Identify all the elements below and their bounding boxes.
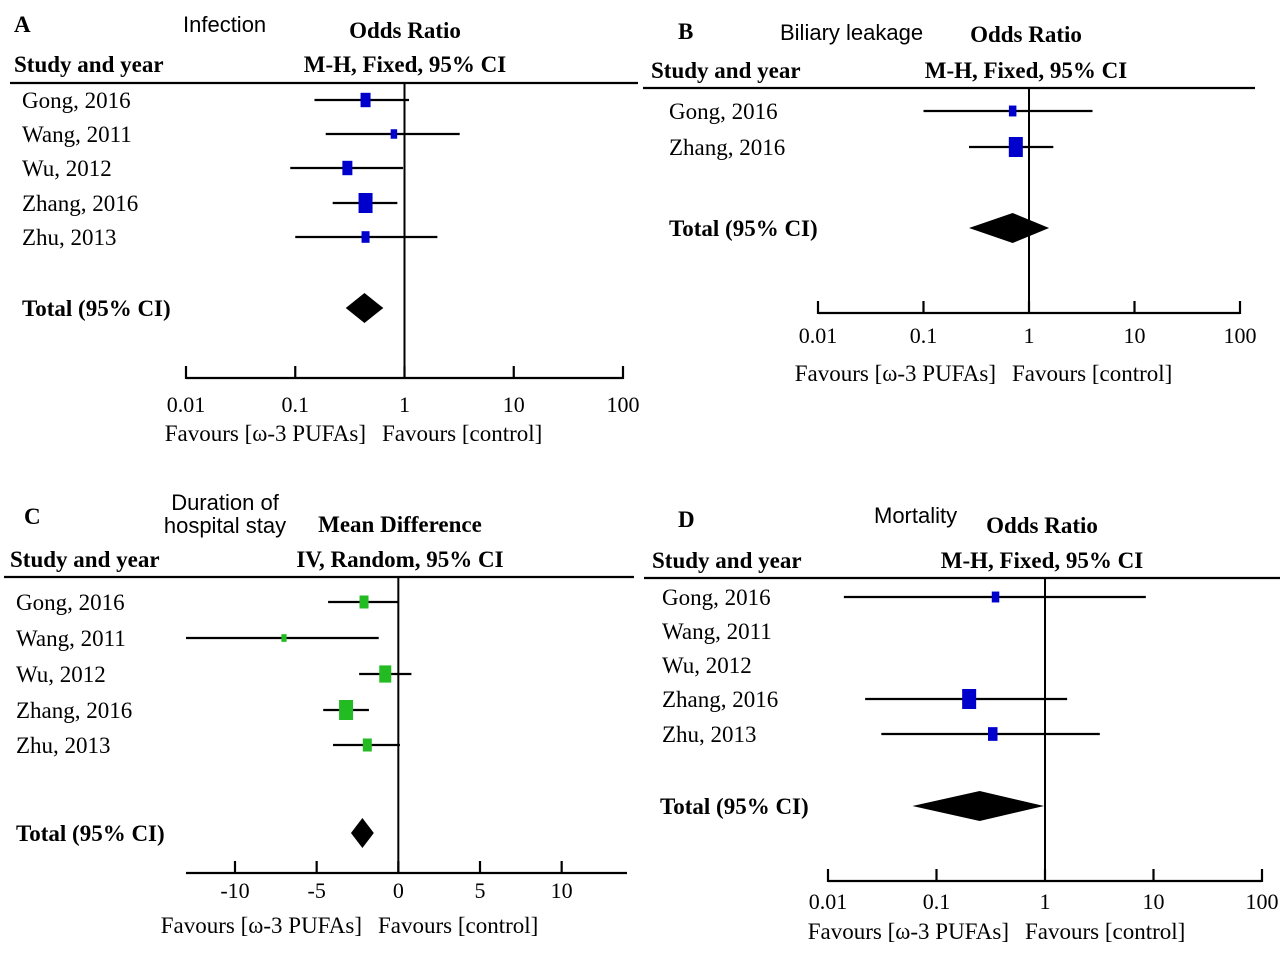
- total-label: Total (95% CI): [16, 821, 165, 846]
- study-column-header: Study and year: [651, 58, 801, 83]
- study-estimate-marker: [359, 595, 369, 609]
- pooled-estimate-diamond: [345, 293, 384, 323]
- x-tick-label: 0.01: [167, 392, 206, 417]
- favours-left-label: Favours [ω-3 PUFAs]: [795, 361, 996, 386]
- study-estimate-marker: [1008, 137, 1023, 157]
- x-tick-label: -5: [308, 878, 326, 903]
- x-tick-label: 100: [1224, 323, 1257, 348]
- study-estimate-marker: [379, 665, 392, 683]
- outcome-title: Biliary leakage: [780, 20, 923, 45]
- panel-label: C: [24, 504, 41, 529]
- effect-measure-heading: Mean Difference: [318, 512, 482, 537]
- pooled-estimate-diamond: [912, 791, 1045, 821]
- study-column-header: Study and year: [652, 548, 802, 573]
- study-label: Gong, 2016: [669, 99, 778, 124]
- forest-panel-a: A Infection Odds Ratio Study and year M-H, F…: [10, 12, 640, 446]
- x-tick-label: 100: [607, 392, 640, 417]
- x-tick-label: 100: [1246, 889, 1279, 914]
- study-estimate-marker: [362, 738, 372, 752]
- study-estimate-marker: [962, 689, 977, 709]
- x-tick-label: 1: [1024, 323, 1035, 348]
- pooled-estimate-diamond: [350, 818, 374, 848]
- study-label: Wu, 2012: [16, 662, 106, 687]
- study-label: Gong, 2016: [22, 88, 131, 113]
- x-tick-label: 0.1: [923, 889, 951, 914]
- study-label: Zhu, 2013: [662, 722, 757, 747]
- study-estimate-marker: [361, 231, 370, 243]
- x-tick-label: -10: [220, 878, 249, 903]
- study-estimate-marker: [991, 591, 1000, 603]
- study-label: Wang, 2011: [662, 619, 772, 644]
- study-label: Zhu, 2013: [22, 225, 117, 250]
- x-tick-label: 1: [399, 392, 410, 417]
- favours-right-label: Favours [control]: [1025, 919, 1185, 944]
- favours-left-label: Favours [ω-3 PUFAs]: [161, 913, 362, 938]
- panel-label: A: [14, 12, 31, 37]
- study-label: Wu, 2012: [22, 156, 112, 181]
- favours-right-label: Favours [control]: [382, 421, 542, 446]
- x-tick-label: 0.01: [799, 323, 838, 348]
- x-tick-label: 0.1: [282, 392, 310, 417]
- study-estimate-marker: [988, 727, 998, 741]
- outcome-title-line: Duration of: [171, 490, 280, 515]
- study-estimate-marker: [339, 700, 354, 720]
- study-estimate-marker: [358, 193, 373, 213]
- study-label: Zhang, 2016: [22, 191, 138, 216]
- study-label: Wang, 2011: [16, 626, 126, 651]
- study-label: Zhu, 2013: [16, 733, 111, 758]
- outcome-title: Infection: [183, 12, 266, 37]
- panel-label: B: [678, 19, 693, 44]
- favours-left-label: Favours [ω-3 PUFAs]: [808, 919, 1009, 944]
- panel-label: D: [678, 507, 695, 532]
- method-heading: IV, Random, 95% CI: [296, 547, 503, 572]
- study-label: Zhang, 2016: [662, 687, 778, 712]
- method-heading: M-H, Fixed, 95% CI: [925, 58, 1128, 83]
- study-label: Gong, 2016: [16, 590, 125, 615]
- study-label: Gong, 2016: [662, 585, 771, 610]
- favours-right-label: Favours [control]: [1012, 361, 1172, 386]
- x-tick-label: 10: [1143, 889, 1165, 914]
- forest-panel-d: D Mortality Odds Ratio Study and year M-H, F…: [644, 503, 1280, 944]
- x-tick-label: 5: [475, 878, 486, 903]
- method-heading: M-H, Fixed, 95% CI: [304, 52, 507, 77]
- x-tick-label: 1: [1040, 889, 1051, 914]
- total-label: Total (95% CI): [22, 296, 171, 321]
- effect-measure-heading: Odds Ratio: [349, 18, 461, 43]
- study-estimate-marker: [281, 634, 287, 642]
- favours-right-label: Favours [control]: [378, 913, 538, 938]
- x-tick-label: 0: [393, 878, 404, 903]
- method-heading: M-H, Fixed, 95% CI: [941, 548, 1144, 573]
- study-estimate-marker: [360, 92, 371, 108]
- study-label: Zhang, 2016: [16, 698, 132, 723]
- study-estimate-marker: [342, 160, 353, 176]
- study-estimate-marker: [1008, 105, 1017, 117]
- effect-measure-heading: Odds Ratio: [986, 513, 1098, 538]
- total-label: Total (95% CI): [660, 794, 809, 819]
- study-estimate-marker: [390, 129, 398, 139]
- study-column-header: Study and year: [10, 547, 160, 572]
- forest-panel-b: B Biliary leakage Odds Ratio Study and year…: [643, 19, 1257, 386]
- x-tick-label: 10: [551, 878, 573, 903]
- study-label: Zhang, 2016: [669, 135, 785, 160]
- outcome-title-line: hospital stay: [164, 513, 286, 538]
- outcome-title: Mortality: [874, 503, 957, 528]
- study-label: Wu, 2012: [662, 653, 752, 678]
- pooled-estimate-diamond: [969, 213, 1050, 243]
- x-tick-label: 0.01: [809, 889, 848, 914]
- effect-measure-heading: Odds Ratio: [970, 22, 1082, 47]
- x-tick-label: 0.1: [910, 323, 938, 348]
- study-label: Wang, 2011: [22, 122, 132, 147]
- favours-left-label: Favours [ω-3 PUFAs]: [165, 421, 366, 446]
- x-tick-label: 10: [503, 392, 525, 417]
- study-column-header: Study and year: [14, 52, 164, 77]
- total-label: Total (95% CI): [669, 216, 818, 241]
- x-tick-label: 10: [1124, 323, 1146, 348]
